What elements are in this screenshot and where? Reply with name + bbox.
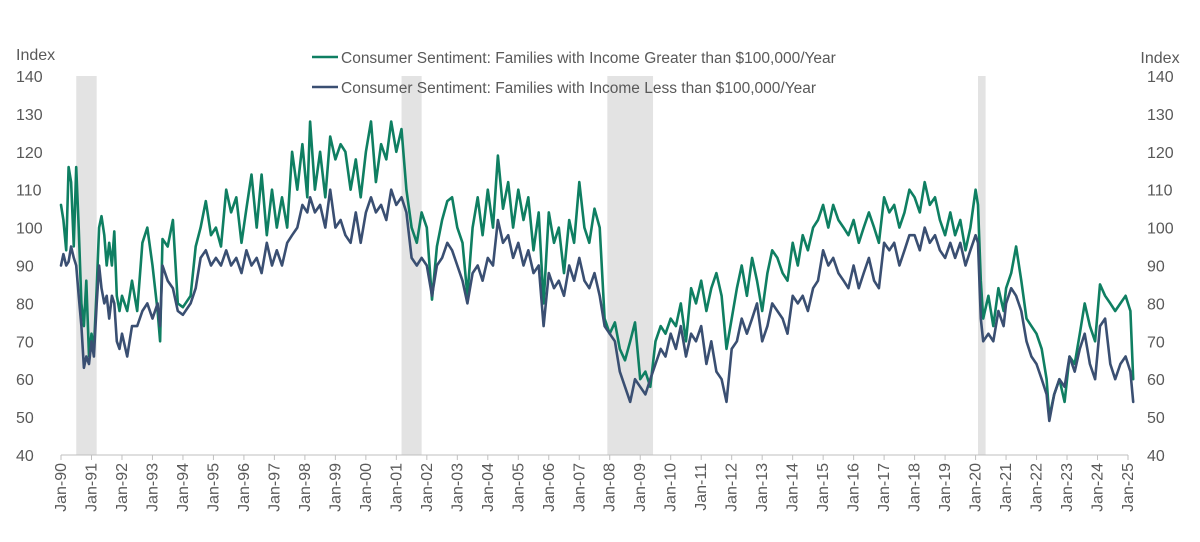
x-tick-label: Jan-06 — [541, 463, 558, 512]
x-tick-label: Jan-00 — [358, 463, 375, 512]
x-tick-label: Jan-90 — [53, 463, 70, 512]
y-tick-right: 60 — [1147, 372, 1165, 389]
x-tick-label: Jan-99 — [327, 463, 344, 512]
x-tick-label: Jan-04 — [480, 463, 497, 512]
y-tick-left: 100 — [16, 221, 43, 238]
y-axis-left-label: Index — [16, 47, 55, 64]
y-tick-right: 50 — [1147, 410, 1165, 427]
x-tick-label: Jan-92 — [114, 463, 131, 512]
y-tick-right: 120 — [1147, 145, 1174, 162]
x-tick-label: Jan-22 — [1029, 463, 1046, 512]
y-tick-right: 100 — [1147, 221, 1174, 238]
x-tick-label: Jan-21 — [998, 463, 1015, 512]
series-line-under-100k — [59, 188, 1135, 423]
x-tick-label: Jan-16 — [846, 463, 863, 512]
x-tick-label: Jan-15 — [815, 463, 832, 512]
x-tick-label: Jan-09 — [632, 463, 649, 512]
y-tick-right: 40 — [1147, 448, 1165, 465]
y-tick-left: 50 — [16, 410, 34, 427]
x-tick-label: Jan-13 — [754, 463, 771, 512]
y-tick-right: 110 — [1147, 183, 1173, 200]
x-tick-label: Jan-08 — [602, 463, 619, 512]
y-tick-right: 140 — [1147, 69, 1174, 86]
x-tick-label: Jan-25 — [1120, 463, 1137, 512]
x-tick-label: Jan-91 — [83, 463, 100, 512]
x-tick-label: Jan-03 — [449, 463, 466, 512]
series-group — [59, 120, 1135, 423]
y-tick-right: 130 — [1147, 107, 1174, 124]
y-tick-right: 70 — [1147, 334, 1165, 351]
x-tick-label: Jan-24 — [1090, 463, 1107, 512]
series-line-over-100k — [59, 120, 1135, 419]
x-tick-label: Jan-02 — [419, 463, 436, 512]
y-axis-right-label: Index — [1140, 50, 1179, 67]
y-tick-left: 120 — [16, 145, 43, 162]
x-tick-label: Jan-94 — [175, 463, 192, 512]
x-tick-label: Jan-20 — [968, 463, 985, 512]
x-tick-label: Jan-96 — [236, 463, 253, 512]
x-tick-label: Jan-97 — [266, 463, 283, 512]
x-tick-label: Jan-12 — [724, 463, 741, 512]
y-tick-left: 70 — [16, 334, 34, 351]
legend-label-1: Consumer Sentiment: Families with Income… — [341, 50, 836, 67]
x-tick-label: Jan-17 — [876, 463, 893, 512]
y-tick-left: 130 — [16, 107, 43, 124]
y-tick-left: 140 — [16, 69, 43, 86]
x-tick-label: Jan-07 — [571, 463, 588, 512]
x-tick-label: Jan-23 — [1059, 463, 1076, 512]
y-tick-left: 90 — [16, 259, 34, 276]
x-tick-label: Jan-11 — [693, 463, 710, 511]
y-tick-left: 110 — [16, 183, 42, 200]
y-tick-left: 80 — [16, 296, 34, 313]
x-tick-label: Jan-98 — [297, 463, 314, 512]
x-tick-label: Jan-14 — [785, 463, 802, 512]
recession-band-4 — [978, 76, 986, 455]
x-tick-label: Jan-01 — [388, 463, 405, 512]
recession-band-2 — [401, 76, 422, 455]
legend: Consumer Sentiment: Families with Income… — [312, 50, 836, 97]
y-tick-left: 60 — [16, 372, 34, 389]
recession-band-1 — [76, 76, 97, 455]
legend-label-2: Consumer Sentiment: Families with Income… — [341, 80, 816, 97]
x-tick-label: Jan-05 — [510, 463, 527, 512]
y-tick-right: 80 — [1147, 296, 1165, 313]
x-tick-label: Jan-95 — [205, 463, 222, 512]
x-tick-label: Jan-18 — [907, 463, 924, 512]
y-tick-right: 90 — [1147, 259, 1165, 276]
x-tick-label: Jan-19 — [937, 463, 954, 512]
y-tick-left: 40 — [16, 448, 34, 465]
x-tick-label: Jan-10 — [663, 463, 680, 512]
x-tick-label: Jan-93 — [144, 463, 161, 512]
axes-group: 40 40 50 50 60 60 70 70 80 80 90 90 100 100 110 110 120 1… — [16, 69, 1174, 512]
